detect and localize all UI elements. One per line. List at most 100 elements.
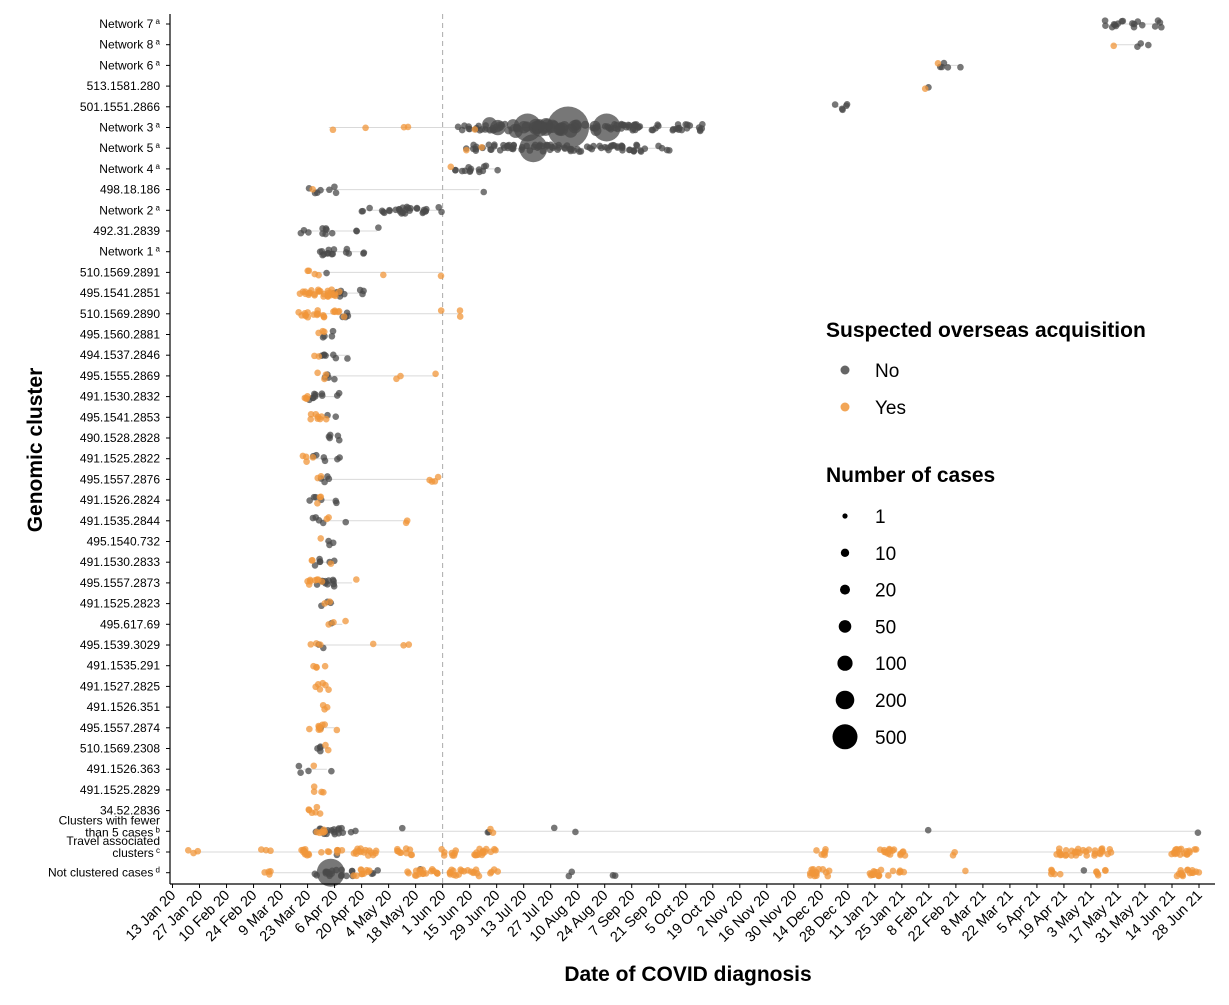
data-point-yes xyxy=(317,493,325,501)
data-point-no xyxy=(313,872,320,879)
data-point-no xyxy=(472,143,480,151)
data-point-yes xyxy=(868,870,876,878)
point-group-no xyxy=(295,762,312,776)
data-point-no xyxy=(544,141,551,149)
y-tick-label-text: 491.1526.2824 xyxy=(80,493,160,507)
y-tick-label-text: 491.1526.351 xyxy=(87,700,161,714)
legend: Suspected overseas acquisition No Yes Num… xyxy=(826,319,1146,750)
legend-size-key-200 xyxy=(835,690,855,710)
data-point-yes xyxy=(353,576,360,583)
legend-size-key-10 xyxy=(840,548,850,557)
legend-size-key-20 xyxy=(840,584,850,595)
y-tick-label-text: 495.1557.2876 xyxy=(80,472,160,486)
data-point-yes xyxy=(321,662,329,670)
y-tick-label: Clusters with fewer than 5 cases b xyxy=(59,813,161,839)
point-group-no xyxy=(323,269,330,277)
data-point-yes xyxy=(334,849,341,856)
data-point-no xyxy=(319,334,327,341)
point-group-yes xyxy=(456,307,464,320)
point-group-no xyxy=(332,497,340,507)
data-point-yes xyxy=(380,271,387,279)
data-point-no xyxy=(476,168,483,176)
y-tick-label-text: 495.1557.2873 xyxy=(80,576,160,590)
y-tick-label-line: than 5 cases xyxy=(85,825,153,839)
point-group-yes xyxy=(350,845,380,859)
data-point-yes xyxy=(426,476,433,484)
data-point-yes xyxy=(949,852,957,859)
data-point-yes xyxy=(295,309,302,316)
data-point-no xyxy=(535,143,543,150)
data-point-no xyxy=(496,146,504,154)
data-point-yes xyxy=(302,453,310,461)
data-point-yes xyxy=(1056,851,1064,859)
data-point-yes xyxy=(325,686,332,693)
legend-size-label-20: 20 xyxy=(875,581,896,602)
y-axis-title: Genomic cluster xyxy=(24,368,47,533)
data-point-no xyxy=(413,205,421,212)
data-point-no xyxy=(678,126,686,134)
y-tick-label-text: 491.1535.2844 xyxy=(80,514,160,528)
data-point-no xyxy=(398,824,406,832)
data-point-no xyxy=(344,355,351,362)
data-point-yes xyxy=(322,415,330,423)
point-group-yes xyxy=(1047,866,1064,878)
data-point-yes xyxy=(886,846,893,854)
data-point-yes xyxy=(1195,869,1203,876)
y-tick-label-line: Travel associated xyxy=(66,834,160,848)
data-point-yes xyxy=(329,126,337,134)
data-point-no xyxy=(309,514,317,522)
data-point-yes xyxy=(314,500,321,507)
point-group-yes xyxy=(394,845,416,859)
data-point-no xyxy=(323,269,330,277)
data-point-yes xyxy=(1098,846,1105,853)
y-tick-label: 498.18.186 xyxy=(100,183,160,197)
y-tick-label: 491.1526.351 xyxy=(87,700,161,714)
legend-size-label-200: 200 xyxy=(875,691,907,712)
point-group-yes xyxy=(311,352,323,360)
y-tick-label-superscript: a xyxy=(153,121,160,130)
data-point-yes xyxy=(307,415,314,423)
point-group-yes xyxy=(446,866,483,880)
data-point-yes xyxy=(358,870,365,878)
point-group-yes xyxy=(369,640,377,648)
data-point-yes xyxy=(1185,847,1193,855)
data-point-no xyxy=(333,499,340,507)
point-group-no xyxy=(325,537,337,549)
data-point-no xyxy=(375,224,382,231)
y-tick-label: 492.31.2839 xyxy=(93,224,160,238)
data-point-no xyxy=(420,208,427,216)
data-point-yes xyxy=(330,308,337,315)
point-group-yes xyxy=(323,514,332,523)
y-tick-label: 491.1526.363 xyxy=(87,762,161,776)
data-point-yes xyxy=(317,726,324,733)
data-point-no xyxy=(324,581,331,588)
point-group-no xyxy=(314,743,324,755)
y-tick-label: 495.1557.2876 xyxy=(80,472,160,486)
legend-size-label-500: 500 xyxy=(875,728,907,749)
data-point-no xyxy=(523,142,530,150)
data-point-yes xyxy=(431,478,439,485)
data-point-yes xyxy=(304,309,311,316)
data-point-no xyxy=(480,188,488,196)
point-group-no xyxy=(626,141,649,155)
data-point-no xyxy=(618,144,626,152)
y-tick-label-text: 491.1535.291 xyxy=(87,659,161,673)
data-point-no xyxy=(608,142,615,149)
data-point-no xyxy=(648,126,656,134)
data-point-no xyxy=(494,166,501,174)
data-point-no xyxy=(567,146,574,153)
data-point-yes xyxy=(1168,850,1175,858)
point-group-no xyxy=(318,351,340,362)
point-group-no xyxy=(413,204,430,217)
y-tick-label-superscript: d xyxy=(153,866,160,875)
y-tick-label-text: 491.1530.2833 xyxy=(80,555,160,569)
point-group-yes xyxy=(313,826,328,837)
point-group-no xyxy=(353,227,361,235)
data-point-no xyxy=(596,142,604,150)
point-group-yes xyxy=(866,866,908,880)
data-point-no xyxy=(458,126,466,134)
y-tick-label: Network 6 a xyxy=(99,58,160,72)
data-point-no xyxy=(838,105,846,113)
legend-fill-items: No Yes xyxy=(840,361,906,419)
data-point-no xyxy=(316,248,324,255)
